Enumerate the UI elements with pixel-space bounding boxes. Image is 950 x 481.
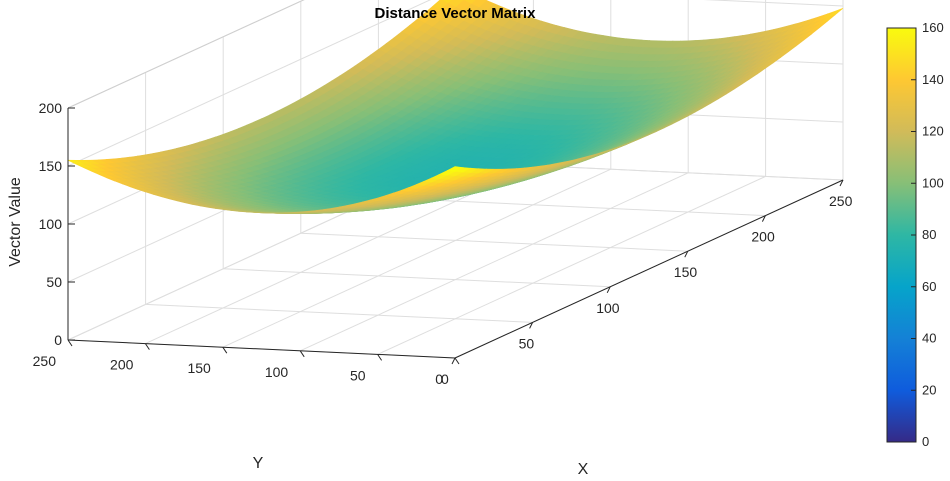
surface-layer — [67, 0, 844, 215]
z-tick-label: 50 — [46, 274, 62, 290]
colorbar-tick-label: 100 — [922, 175, 944, 190]
y-tick-label: 200 — [110, 357, 134, 373]
x-axis-label: X — [578, 461, 589, 478]
y-axis-label: Y — [253, 455, 264, 472]
floor-grid-x — [145, 303, 533, 323]
x-tick — [761, 215, 766, 222]
colorbar-tick-label: 40 — [922, 331, 936, 346]
y-tick — [67, 339, 73, 347]
z-tick-label: 150 — [39, 158, 63, 174]
backwall-grid-z — [67, 0, 432, 167]
colorbar-tick-label: 20 — [922, 382, 936, 397]
colorbar-tick-label: 140 — [922, 72, 944, 87]
y-tick — [222, 346, 228, 354]
x-tick-label: 100 — [596, 300, 620, 316]
y-tick — [144, 343, 150, 350]
floor-grid-y — [145, 165, 534, 345]
y-tick-label: 250 — [33, 353, 57, 369]
x-tick-label: 200 — [751, 229, 775, 245]
floor-grid-y — [222, 168, 612, 348]
floor-grid-y — [299, 172, 689, 352]
x-tick — [451, 357, 456, 365]
colorbar-tick-label: 0 — [922, 434, 929, 449]
z-axis-label: Vector Value — [7, 177, 24, 267]
colorbar-tick-label: 120 — [922, 124, 944, 139]
x-tick-label: 250 — [829, 193, 853, 209]
z-tick-label: 0 — [54, 332, 62, 348]
y-tick — [377, 354, 383, 361]
x-tick — [606, 286, 611, 294]
x-tick — [684, 250, 689, 258]
x-tick-label: 50 — [519, 335, 535, 351]
y-tick-label: 100 — [265, 364, 289, 380]
axes-layer: 0 50 100 150 200 250 0 50 100 150 200 250 0 50 100 150 2… — [33, 100, 853, 387]
x-tick — [839, 179, 844, 187]
chart-title: Distance Vector Matrix — [375, 5, 537, 22]
y-tick — [299, 350, 305, 358]
rightwall-grid-z — [703, 0, 844, 7]
y-axis-line — [67, 339, 456, 359]
x-axis-line — [454, 179, 844, 359]
y-tick — [454, 357, 460, 365]
colorbar-tick-label: 160 — [922, 20, 944, 35]
floor-grid-x — [223, 268, 611, 288]
floor-grid-y — [377, 175, 766, 355]
colorbar-tick-label: 60 — [922, 279, 936, 294]
surface-patch — [446, 166, 464, 172]
colorbar: 0 20 40 60 80 100 120 140 160 — [886, 20, 944, 449]
box-edge-top-back — [67, 0, 305, 109]
y-tick-label: 50 — [350, 367, 366, 383]
floor-grid-x — [300, 232, 688, 252]
x-tick-label: 0 — [441, 371, 449, 387]
z-tick-label: 100 — [39, 216, 63, 232]
z-tick-label: 200 — [39, 100, 63, 116]
y-tick-label: 0 — [435, 371, 443, 387]
colorbar-tick-label: 80 — [922, 227, 936, 242]
y-tick-label: 150 — [187, 360, 211, 376]
floor-grid-x — [378, 197, 766, 217]
x-tick-label: 150 — [674, 264, 698, 280]
x-tick — [529, 322, 534, 329]
